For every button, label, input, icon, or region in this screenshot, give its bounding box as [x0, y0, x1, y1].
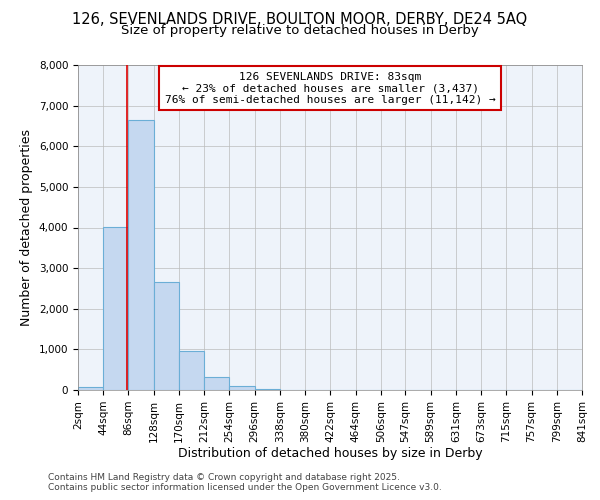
Text: 126, SEVENLANDS DRIVE, BOULTON MOOR, DERBY, DE24 5AQ: 126, SEVENLANDS DRIVE, BOULTON MOOR, DER… — [73, 12, 527, 28]
Text: Size of property relative to detached houses in Derby: Size of property relative to detached ho… — [121, 24, 479, 37]
Bar — [128, 120, 154, 390]
Bar — [179, 350, 204, 390]
Bar — [78, 388, 103, 390]
Bar — [204, 376, 229, 390]
Text: 126 SEVENLANDS DRIVE: 83sqm
← 23% of detached houses are smaller (3,437)
76% of : 126 SEVENLANDS DRIVE: 83sqm ← 23% of det… — [164, 72, 496, 104]
Bar — [154, 282, 179, 390]
Bar — [254, 389, 280, 390]
Y-axis label: Number of detached properties: Number of detached properties — [20, 129, 33, 326]
X-axis label: Distribution of detached houses by size in Derby: Distribution of detached houses by size … — [178, 448, 482, 460]
Text: Contains HM Land Registry data © Crown copyright and database right 2025.
Contai: Contains HM Land Registry data © Crown c… — [48, 473, 442, 492]
Bar — [229, 386, 254, 390]
Bar — [103, 227, 128, 390]
